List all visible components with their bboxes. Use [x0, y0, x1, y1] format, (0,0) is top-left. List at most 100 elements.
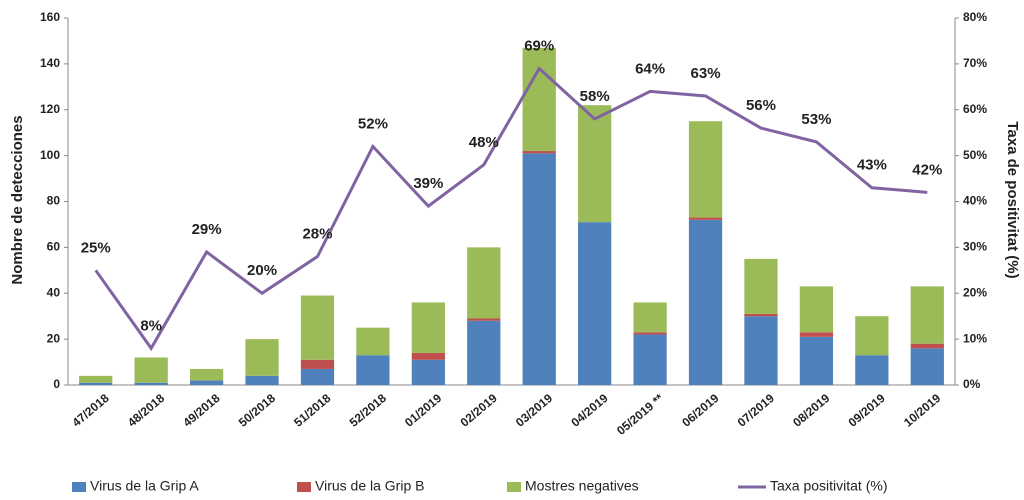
bar-segment: [300, 368, 335, 385]
bar-segment: [189, 368, 224, 381]
bar-segment: [356, 327, 390, 356]
data-label: 28%: [302, 226, 332, 243]
data-label: 43%: [857, 157, 887, 174]
x-tick-label: 08/2019: [790, 391, 832, 430]
bar-segment: [688, 121, 723, 218]
bar-segment: [799, 286, 834, 333]
bar-segment: [799, 332, 834, 337]
legend-label: Virus de la Grip A: [90, 478, 199, 494]
bar-segment: [633, 332, 667, 335]
bar-segment: [189, 380, 224, 385]
bar-segment: [910, 343, 944, 349]
bar-segment: [300, 295, 335, 360]
bar-segment: [79, 382, 113, 385]
bar-segment: [467, 247, 501, 319]
y2-tick-label: 60%: [963, 102, 987, 116]
bar-segment: [522, 151, 556, 154]
bar-segment: [245, 375, 279, 385]
y2-tick-label: 0%: [963, 377, 981, 391]
y-tick-label: 120: [40, 102, 60, 116]
bar-segment: [688, 219, 723, 385]
x-tick-label: 05/2019 **: [614, 391, 666, 438]
x-tick-label: 50/2018: [236, 391, 278, 430]
data-label: 20%: [247, 262, 277, 279]
y2-tick-label: 10%: [963, 331, 987, 345]
data-label: 56%: [746, 97, 776, 114]
x-tick-label: 48/2018: [125, 391, 167, 430]
y2-tick-label: 50%: [963, 148, 987, 162]
y-axis-label: Nombre de detecciones: [9, 115, 26, 284]
data-label: 29%: [192, 221, 222, 238]
y-tick-label: 20: [47, 331, 61, 345]
bar-segment: [633, 302, 667, 333]
data-label: 63%: [691, 65, 721, 82]
legend-label: Mostres negatives: [525, 478, 639, 494]
legend-label: Taxa positivitat (%): [770, 478, 887, 494]
bar-segment: [744, 258, 778, 314]
x-tick-label: 07/2019: [735, 391, 777, 430]
x-tick-label: 51/2018: [291, 391, 333, 430]
y2-tick-label: 80%: [963, 10, 987, 24]
data-label: 25%: [81, 239, 111, 256]
x-tick-label: 52/2018: [347, 391, 389, 430]
y-tick-label: 60: [47, 240, 61, 254]
y2-tick-label: 30%: [963, 240, 987, 254]
bar-segment: [855, 316, 889, 356]
x-tick-label: 04/2019: [568, 391, 610, 430]
y-tick-label: 140: [40, 56, 60, 70]
bar-segment: [79, 375, 113, 383]
y-tick-label: 0: [53, 377, 60, 391]
bar-segment: [134, 357, 168, 383]
data-label: 58%: [580, 88, 610, 105]
bar-segment: [356, 355, 390, 385]
bar-segment: [134, 382, 168, 385]
bar-segment: [467, 320, 501, 385]
x-tick-label: 49/2018: [180, 391, 222, 430]
data-label: 42%: [912, 161, 942, 178]
data-label: 39%: [413, 175, 443, 192]
y2-tick-label: 20%: [963, 285, 987, 299]
y2-tick-label: 70%: [963, 56, 987, 70]
x-tick-label: 47/2018: [69, 391, 111, 430]
data-label: 53%: [801, 111, 831, 128]
line: [94, 66, 928, 352]
bar-segment: [245, 339, 279, 376]
x-tick-label: 02/2019: [458, 391, 500, 430]
legend-swatch: [507, 482, 521, 492]
data-label: 48%: [469, 134, 499, 151]
bar-segment: [300, 359, 335, 369]
bar-segment: [411, 359, 445, 385]
bar-segment: [411, 352, 445, 360]
bar-segment: [910, 286, 944, 344]
bar-segment: [578, 105, 612, 223]
y2-tick-label: 40%: [963, 194, 987, 208]
y-tick-label: 100: [40, 148, 60, 162]
data-label: 8%: [140, 317, 162, 334]
y-tick-label: 80: [47, 194, 61, 208]
bar-segment: [855, 355, 889, 385]
bar-segment: [633, 334, 667, 385]
bar-segment: [744, 313, 778, 317]
y-tick-label: 40: [47, 285, 61, 299]
bar-segment: [467, 318, 501, 321]
bar-segment: [411, 302, 445, 353]
bar-segment: [910, 348, 944, 385]
bar-segment: [522, 47, 556, 152]
x-tick-label: 06/2019: [679, 391, 721, 430]
bar-segment: [688, 217, 723, 220]
x-tick-label: 01/2019: [402, 391, 444, 430]
y2-axis-label: Taxa de positivitat (%): [1004, 121, 1021, 278]
bar-segment: [578, 222, 612, 385]
bar-segment: [522, 153, 556, 385]
data-label: 52%: [358, 115, 388, 132]
x-tick-label: 03/2019: [513, 391, 555, 430]
bar-segment: [744, 316, 778, 385]
legend-label: Virus de la Grip B: [315, 478, 424, 494]
data-label: 64%: [635, 60, 665, 77]
legend-swatch: [72, 482, 86, 492]
data-label: 69%: [524, 37, 554, 54]
y-tick-label: 160: [40, 10, 60, 24]
x-tick-label: 10/2019: [901, 391, 943, 430]
bar-segment: [799, 336, 834, 385]
